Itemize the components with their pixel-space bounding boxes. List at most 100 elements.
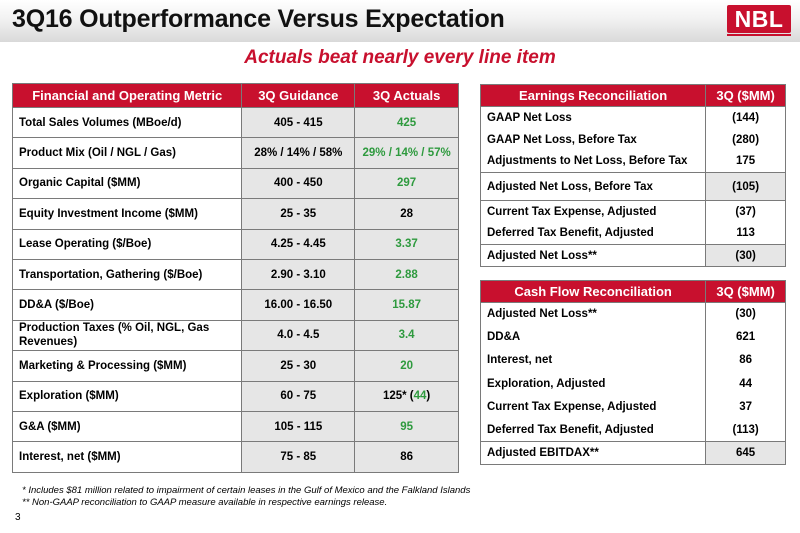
actual-value: 29% / 14% / 57% <box>354 137 459 169</box>
cash-flow-reconciliation-table: Cash Flow Reconciliation 3Q ($MM) Adjust… <box>479 280 786 466</box>
row-value: 175 <box>705 150 786 173</box>
actual-value: 95 <box>354 410 459 443</box>
actual-value: 20 <box>354 350 459 382</box>
guidance-value: 405 - 415 <box>241 106 356 139</box>
table-row: Transportation, Gathering ($/Boe) 2.90 -… <box>11 258 459 291</box>
row-value: (280) <box>705 128 786 151</box>
actual-suffix: ) <box>426 390 431 403</box>
table-header-row: Financial and Operating Metric 3Q Guidan… <box>11 83 459 108</box>
row-label: Adjusted Net Loss** <box>479 301 707 326</box>
metric-label: Interest, net ($MM) <box>11 441 243 473</box>
guidance-value: 75 - 85 <box>241 441 356 473</box>
metric-label: G&A ($MM) <box>11 410 243 443</box>
table-row: Deferred Tax Benefit, Adjusted 113 <box>479 222 786 245</box>
metric-label: Equity Investment Income ($MM) <box>11 198 243 230</box>
guidance-value: 105 - 115 <box>241 410 356 443</box>
title-bar: 3Q16 Outperformance Versus Expectation N… <box>0 0 800 42</box>
table-row: GAAP Net Loss (144) <box>479 106 786 129</box>
row-value: 645 <box>705 441 786 466</box>
table-row: Current Tax Expense, Adjusted 37 <box>479 395 786 419</box>
row-value: (37) <box>705 200 786 223</box>
table-row: DD&A 621 <box>479 325 786 349</box>
guidance-value: 16.00 - 16.50 <box>241 289 356 321</box>
table-row: GAAP Net Loss, Before Tax (280) <box>479 128 786 151</box>
table-row: Adjusted Net Loss** (30) <box>479 244 786 267</box>
column-header-cash-flow: Cash Flow Reconciliation <box>479 280 707 303</box>
table-row: Exploration, Adjusted 44 <box>479 372 786 396</box>
metric-label: Organic Capital ($MM) <box>11 167 243 200</box>
row-label: Current Tax Expense, Adjusted <box>479 200 707 223</box>
table-row: Equity Investment Income ($MM) 25 - 35 2… <box>11 198 459 230</box>
row-value: 86 <box>705 348 786 373</box>
row-label: Exploration, Adjusted <box>479 372 707 396</box>
guidance-value: 25 - 30 <box>241 350 356 382</box>
table-row: Adjusted EBITDAX** 645 <box>479 441 786 466</box>
table-row: Exploration ($MM) 60 - 75 125* (44) <box>11 380 459 412</box>
page-number: 3 <box>15 512 21 523</box>
metric-label: Exploration ($MM) <box>11 380 243 412</box>
guidance-value: 4.0 - 4.5 <box>241 319 356 352</box>
row-label: GAAP Net Loss <box>479 106 707 129</box>
row-value: 621 <box>705 325 786 349</box>
row-value: (30) <box>705 301 786 326</box>
actual-value: 3.4 <box>354 319 459 352</box>
guidance-value: 2.90 - 3.10 <box>241 258 356 291</box>
row-value: 37 <box>705 395 786 419</box>
column-header-earnings: Earnings Reconciliation <box>479 84 707 107</box>
column-header-amount: 3Q ($MM) <box>705 84 786 107</box>
guidance-value: 4.25 - 4.45 <box>241 228 356 260</box>
row-label: Adjusted EBITDAX** <box>479 441 707 466</box>
table-row: Lease Operating ($/Boe) 4.25 - 4.45 3.37 <box>11 228 459 260</box>
row-value: 44 <box>705 372 786 396</box>
actual-value: 297 <box>354 167 459 200</box>
row-label: Adjusted Net Loss, Before Tax <box>479 172 707 201</box>
column-header-guidance: 3Q Guidance <box>241 83 356 108</box>
metric-label: Lease Operating ($/Boe) <box>11 228 243 260</box>
actual-value: 3.37 <box>354 228 459 260</box>
actual-value: 425 <box>354 106 459 139</box>
table-row: Current Tax Expense, Adjusted (37) <box>479 200 786 223</box>
table-row: Total Sales Volumes (MBoe/d) 405 - 415 4… <box>11 106 459 139</box>
company-logo: NBL <box>727 5 791 36</box>
row-label: Adjusted Net Loss** <box>479 244 707 267</box>
row-label: GAAP Net Loss, Before Tax <box>479 128 707 151</box>
footnote-impairment: * Includes $81 million related to impair… <box>22 485 471 496</box>
table-row: Deferred Tax Benefit, Adjusted (113) <box>479 418 786 443</box>
operating-metrics-table: Financial and Operating Metric 3Q Guidan… <box>11 83 459 473</box>
table-row: DD&A ($/Boe) 16.00 - 16.50 15.87 <box>11 289 459 321</box>
actual-value: 125* (44) <box>354 380 459 412</box>
column-header-metric: Financial and Operating Metric <box>11 83 243 108</box>
row-value: (144) <box>705 106 786 129</box>
table-row: G&A ($MM) 105 - 115 95 <box>11 410 459 443</box>
row-value: 113 <box>705 222 786 245</box>
guidance-value: 400 - 450 <box>241 167 356 200</box>
table-header-row: Cash Flow Reconciliation 3Q ($MM) <box>479 280 786 303</box>
row-label: Interest, net <box>479 348 707 373</box>
metric-label: Product Mix (Oil / NGL / Gas) <box>11 137 243 169</box>
metric-label: Total Sales Volumes (MBoe/d) <box>11 106 243 139</box>
table-row: Marketing & Processing ($MM) 25 - 30 20 <box>11 350 459 382</box>
actual-value: 2.88 <box>354 258 459 291</box>
earnings-reconciliation-table: Earnings Reconciliation 3Q ($MM) GAAP Ne… <box>479 84 786 267</box>
metric-label: DD&A ($/Boe) <box>11 289 243 321</box>
table-row: Interest, net ($MM) 75 - 85 86 <box>11 441 459 473</box>
row-label: Current Tax Expense, Adjusted <box>479 395 707 419</box>
column-header-actuals: 3Q Actuals <box>354 83 459 108</box>
table-row: Adjustments to Net Loss, Before Tax 175 <box>479 150 786 173</box>
row-label: Adjustments to Net Loss, Before Tax <box>479 150 707 173</box>
row-value: (105) <box>705 172 786 201</box>
actual-value: 28 <box>354 198 459 230</box>
page-title: 3Q16 Outperformance Versus Expectation <box>12 5 505 33</box>
metric-label: Transportation, Gathering ($/Boe) <box>11 258 243 291</box>
table-row: Interest, net 86 <box>479 348 786 373</box>
table-row: Adjusted Net Loss, Before Tax (105) <box>479 172 786 201</box>
guidance-value: 28% / 14% / 58% <box>241 137 356 169</box>
table-row: Production Taxes (% Oil, NGL, Gas Revenu… <box>11 319 459 352</box>
footnote-non-gaap: ** Non-GAAP reconciliation to GAAP measu… <box>22 497 388 508</box>
metric-label: Marketing & Processing ($MM) <box>11 350 243 382</box>
guidance-value: 60 - 75 <box>241 380 356 412</box>
table-row: Organic Capital ($MM) 400 - 450 297 <box>11 167 459 200</box>
page-subtitle: Actuals beat nearly every line item <box>244 47 556 68</box>
row-label: Deferred Tax Benefit, Adjusted <box>479 222 707 245</box>
table-header-row: Earnings Reconciliation 3Q ($MM) <box>479 84 786 107</box>
